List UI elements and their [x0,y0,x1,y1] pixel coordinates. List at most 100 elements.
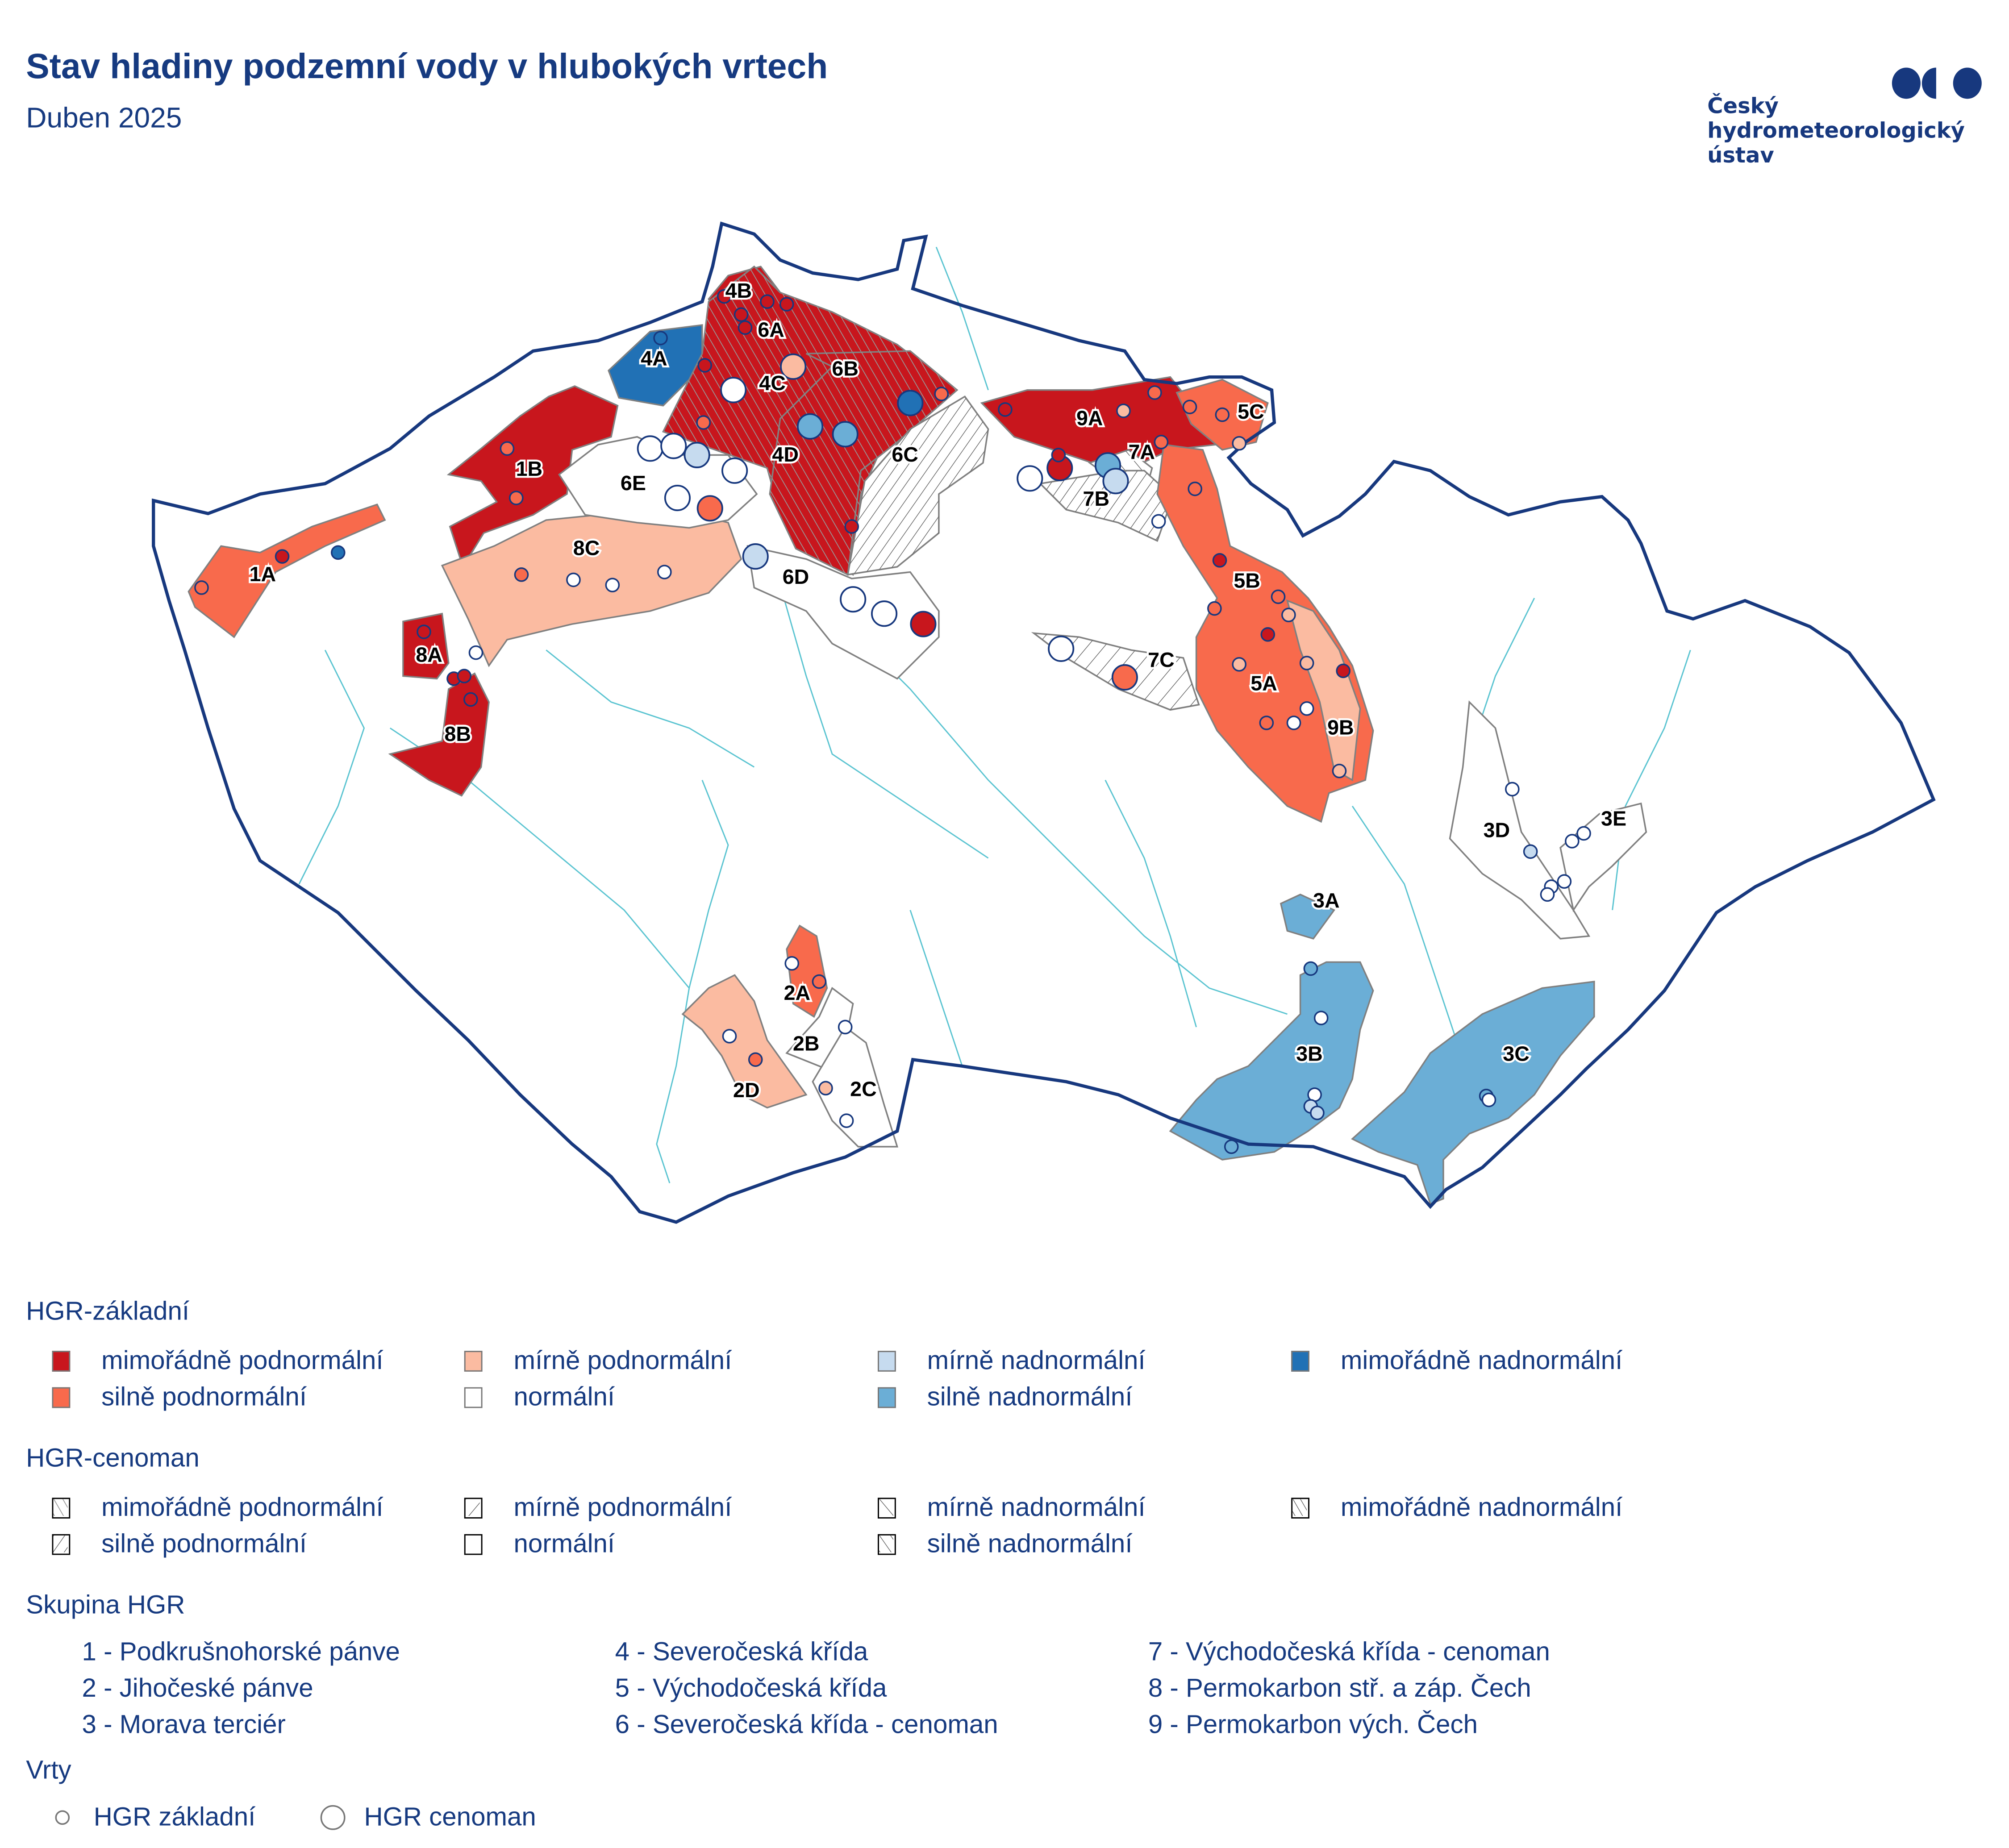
base-well[interactable] [696,415,711,430]
region-2A[interactable] [786,924,828,1018]
cenoman-well[interactable] [720,377,747,404]
base-well[interactable] [657,565,672,579]
region-hatch-7B [1040,470,1173,541]
base-well[interactable] [1310,1105,1325,1120]
cenoman-well[interactable] [696,495,723,522]
cenoman-well[interactable] [721,457,748,484]
base-well[interactable] [417,624,431,639]
base-well[interactable] [934,387,949,401]
base-well[interactable] [748,1052,763,1067]
base-well[interactable] [275,549,290,564]
base-well[interactable] [1313,1011,1329,1025]
legend-swatch [1291,1351,1309,1372]
region-1A[interactable] [188,503,386,638]
base-well[interactable] [784,956,800,971]
cenoman-well[interactable] [780,353,807,380]
base-well[interactable] [1051,448,1066,462]
cenoman-well[interactable] [840,586,867,613]
cenoman-well[interactable] [660,433,687,459]
base-well[interactable] [500,441,515,456]
region-3D[interactable] [1449,700,1591,940]
base-well[interactable] [463,692,478,707]
region-3C[interactable] [1351,981,1595,1205]
base-well[interactable] [1154,434,1169,450]
base-well[interactable] [566,572,581,587]
cenoman-well[interactable] [684,441,710,468]
region-label: 2A [784,981,811,1004]
base-well[interactable] [1481,1092,1496,1107]
base-well[interactable] [1303,961,1318,976]
base-well[interactable] [1576,826,1591,841]
base-well[interactable] [1212,553,1227,568]
region-3B[interactable] [1169,961,1374,1161]
base-well[interactable] [1116,404,1131,418]
base-well[interactable] [1299,701,1314,716]
cenoman-well[interactable] [832,421,859,448]
legend-item-mimoradne-nadnormalni: mimořádně nadnormální [1291,1493,1622,1524]
base-well[interactable] [818,1081,833,1096]
base-well[interactable] [1505,782,1520,797]
region-8B[interactable] [388,672,490,797]
legend-swatch [1291,1498,1309,1519]
cenoman-well[interactable] [1048,635,1075,662]
base-well[interactable] [457,669,472,683]
base-well[interactable] [839,1113,854,1128]
cenoman-well[interactable] [897,390,924,416]
base-well[interactable] [1215,407,1230,422]
base-well[interactable] [812,974,827,989]
base-well[interactable] [697,358,712,373]
base-well[interactable] [1286,716,1301,730]
base-well[interactable] [1557,874,1572,889]
base-well[interactable] [1182,400,1197,414]
base-well[interactable] [1271,589,1286,604]
base-well[interactable] [1232,436,1247,451]
base-well[interactable] [1299,656,1314,670]
base-well[interactable] [1565,834,1580,849]
base-well[interactable] [1336,663,1351,678]
region-2D[interactable] [681,974,808,1109]
cenoman-well[interactable] [1017,465,1043,492]
cenoman-well[interactable] [1111,664,1138,691]
base-well[interactable] [1332,763,1347,778]
base-well[interactable] [998,402,1013,417]
base-well[interactable] [468,645,483,660]
cenoman-well[interactable] [742,543,769,570]
base-well[interactable] [605,578,620,592]
base-well[interactable] [1540,887,1555,902]
cenoman-well[interactable] [1102,468,1129,495]
base-well[interactable] [760,294,775,309]
base-well[interactable] [717,289,732,304]
base-well[interactable] [779,297,794,312]
cenoman-well[interactable] [871,600,898,627]
region-8A[interactable] [402,612,450,680]
base-well[interactable] [1259,716,1274,730]
base-well[interactable] [1260,627,1275,642]
base-well[interactable] [509,491,524,505]
base-well[interactable] [330,545,346,560]
base-well[interactable] [734,307,749,322]
base-well[interactable] [722,1029,737,1044]
wells [194,289,1591,1154]
base-well[interactable] [194,580,209,595]
base-well[interactable] [1523,844,1538,859]
base-well[interactable] [1224,1139,1239,1154]
region-8C[interactable] [441,508,742,667]
cenoman-well[interactable] [796,413,824,440]
base-well[interactable] [1232,657,1247,672]
region-3A[interactable] [1280,893,1335,940]
base-well[interactable] [1281,608,1296,622]
cenoman-well[interactable] [637,435,663,462]
base-well[interactable] [738,320,753,335]
cenoman-well[interactable] [910,611,937,637]
base-well[interactable] [653,330,668,345]
base-well[interactable] [838,1020,853,1035]
region-6D[interactable] [746,545,940,680]
base-well[interactable] [1188,481,1202,496]
base-well[interactable] [514,567,529,582]
base-well[interactable] [1207,601,1222,616]
base-well[interactable] [844,519,859,534]
cenoman-well[interactable] [664,484,691,512]
base-well[interactable] [1147,385,1162,400]
base-well[interactable] [1151,514,1166,529]
region-label: 5B [1234,569,1260,592]
